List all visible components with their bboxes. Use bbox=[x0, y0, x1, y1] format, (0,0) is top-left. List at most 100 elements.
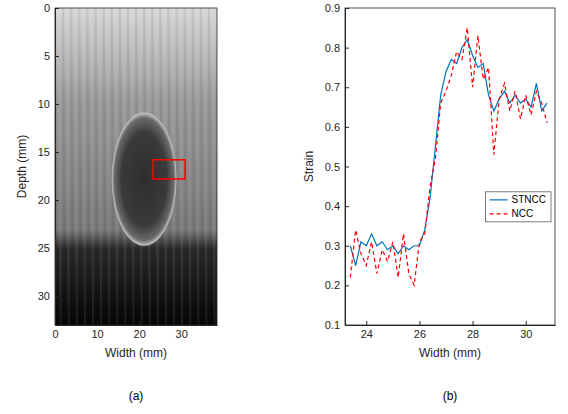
y-axis-title: Depth (mm) bbox=[15, 135, 29, 198]
plot-frame bbox=[345, 8, 555, 325]
image-texture bbox=[189, 8, 191, 325]
y-axis-title: Strain bbox=[302, 151, 316, 182]
tick-label: 28 bbox=[467, 328, 479, 340]
legend-swatch bbox=[490, 213, 508, 214]
legend-label: STNCC bbox=[512, 194, 546, 205]
tick: 0.1 bbox=[325, 319, 349, 331]
tick-label: 24 bbox=[361, 328, 373, 340]
tick-mark bbox=[55, 296, 59, 297]
tick-mark bbox=[345, 206, 349, 207]
tick: 20 bbox=[134, 321, 146, 340]
tick-mark bbox=[366, 321, 367, 325]
tick-mark bbox=[181, 321, 182, 325]
tick-label: 0.1 bbox=[325, 319, 340, 331]
tick-label: 0 bbox=[52, 328, 58, 340]
x-axis-title: Width (mm) bbox=[419, 346, 481, 360]
image-texture bbox=[63, 8, 65, 325]
tick-mark bbox=[345, 87, 349, 88]
plot-area bbox=[55, 8, 217, 325]
legend-swatch bbox=[490, 199, 508, 200]
tick-mark bbox=[345, 8, 349, 9]
tick-mark bbox=[97, 321, 98, 325]
tick-label: 0.3 bbox=[325, 240, 340, 252]
tick-label: 30 bbox=[38, 290, 50, 302]
tick-label: 25 bbox=[38, 242, 50, 254]
image-texture bbox=[83, 8, 85, 325]
plot-area bbox=[350, 28, 547, 286]
tick: 0.4 bbox=[325, 200, 349, 212]
image-texture bbox=[193, 8, 195, 325]
tick-label: 20 bbox=[38, 194, 50, 206]
tick-mark bbox=[139, 321, 140, 325]
tick: 0.3 bbox=[325, 240, 349, 252]
tick-mark bbox=[55, 200, 59, 201]
tick-label: 10 bbox=[38, 98, 50, 110]
image-texture bbox=[96, 8, 98, 325]
image-texture bbox=[71, 8, 73, 325]
tick-mark bbox=[526, 321, 527, 325]
tick: 30 bbox=[176, 321, 188, 340]
image-texture bbox=[209, 8, 211, 325]
axis-line bbox=[346, 325, 556, 326]
legend-box bbox=[486, 192, 551, 222]
tick-mark bbox=[55, 56, 59, 57]
image-texture bbox=[75, 8, 77, 325]
xticks-axis: 0 10 20 30 bbox=[52, 321, 217, 340]
yticks-axis: 0 5 10 15 20 25 30 bbox=[38, 2, 59, 325]
legend-item: STNCC bbox=[490, 194, 546, 205]
tick: 5 bbox=[44, 50, 59, 62]
panel-caption: (b) bbox=[443, 389, 458, 403]
tick-label: 5 bbox=[44, 50, 50, 62]
panel-caption: (a) bbox=[129, 389, 144, 403]
tick-mark bbox=[473, 321, 474, 325]
image-texture bbox=[108, 8, 110, 325]
tick: 0 bbox=[44, 2, 59, 14]
image-texture bbox=[91, 8, 93, 325]
tick-mark bbox=[55, 104, 59, 105]
tick-label: 0.9 bbox=[325, 2, 340, 14]
tick: 0.5 bbox=[325, 161, 349, 173]
figure: 0 10 20 30 0 5 10 15 20 25 30 Width (mm) Depth (mm) (… bbox=[0, 0, 568, 414]
image-background bbox=[55, 8, 217, 325]
image-texture bbox=[104, 8, 106, 325]
tick: 10 bbox=[38, 98, 59, 110]
yticks-axis: 0.1 0.2 0.3 0.4 0.5 0.6 0.7 0.8 0.9 bbox=[325, 2, 349, 331]
tick-mark bbox=[345, 285, 349, 286]
tick-label: 30 bbox=[520, 328, 532, 340]
tick: 24 bbox=[361, 321, 373, 340]
image-texture bbox=[87, 8, 89, 325]
image-texture bbox=[181, 8, 183, 325]
image-texture bbox=[201, 8, 203, 325]
tick: 0.9 bbox=[325, 2, 349, 14]
tick: 0.6 bbox=[325, 121, 349, 133]
plot-frame bbox=[55, 8, 217, 325]
tick-mark bbox=[345, 246, 349, 247]
tick: 25 bbox=[38, 242, 59, 254]
tick-label: 0.5 bbox=[325, 161, 340, 173]
tick: 20 bbox=[38, 194, 59, 206]
image-texture bbox=[205, 8, 207, 325]
tick-label: 0.8 bbox=[325, 42, 340, 54]
tick: 0.7 bbox=[325, 81, 349, 93]
axis-line bbox=[56, 325, 218, 326]
tick-label: 0.7 bbox=[325, 81, 340, 93]
image-texture bbox=[197, 8, 199, 325]
tick-label: 30 bbox=[176, 328, 188, 340]
image-texture bbox=[59, 8, 61, 325]
tick-label: 15 bbox=[38, 146, 50, 158]
tick: 26 bbox=[414, 321, 426, 340]
tick-label: 0 bbox=[44, 2, 50, 14]
tick: 0.8 bbox=[325, 42, 349, 54]
tick-label: 20 bbox=[134, 328, 146, 340]
tick-label: 0.2 bbox=[325, 279, 340, 291]
image-texture bbox=[55, 8, 57, 325]
tick-mark bbox=[55, 248, 59, 249]
legend: STNCCNCC bbox=[486, 192, 551, 222]
tick-mark bbox=[419, 321, 420, 325]
tick-label: 26 bbox=[414, 328, 426, 340]
tick-mark bbox=[345, 325, 349, 326]
tick: 28 bbox=[467, 321, 479, 340]
image-texture bbox=[177, 8, 179, 325]
tick-mark bbox=[55, 8, 59, 9]
tick-label: 10 bbox=[91, 328, 103, 340]
